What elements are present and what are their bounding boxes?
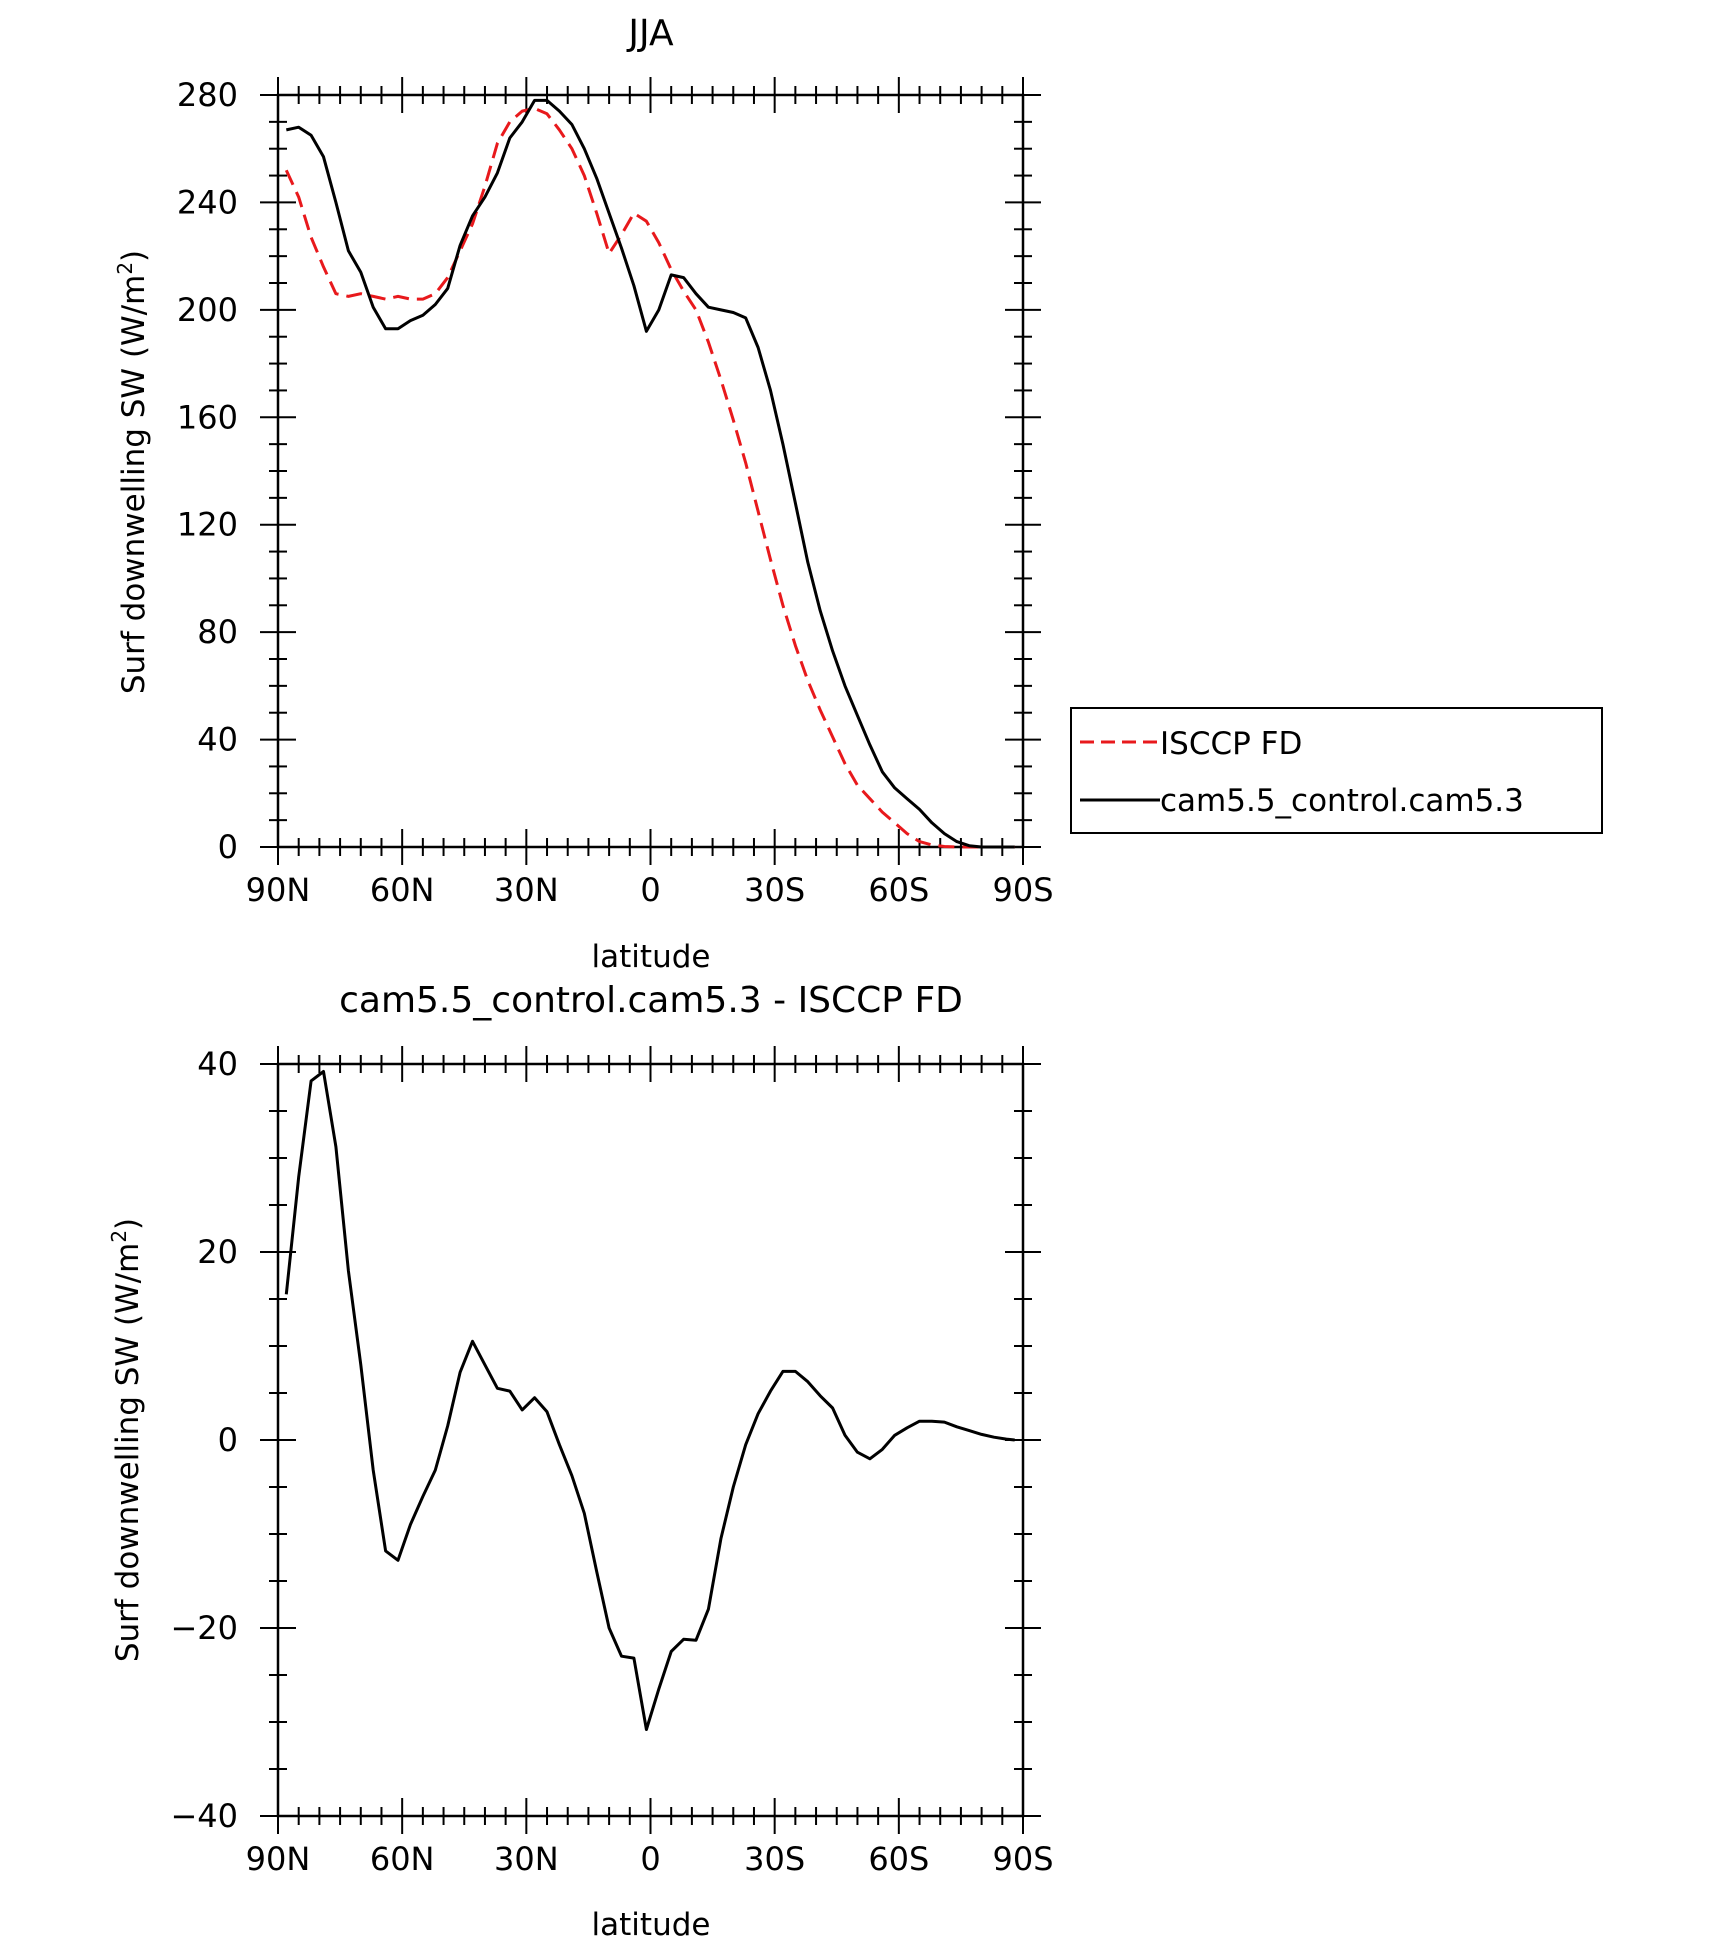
legend-label-cam5-5: cam5.5_control.cam5.3: [1160, 783, 1524, 819]
x-tick-label: 90N: [246, 1840, 311, 1878]
y-tick-label: 280: [177, 76, 238, 114]
y-axis-label-top: Surf downwelling SW (W/m2): [113, 250, 152, 694]
x-tick-label: 60S: [868, 871, 929, 909]
y-tick-label: 40: [197, 721, 238, 759]
y-tick-label: 240: [177, 183, 238, 221]
y-tick-label: 0: [218, 1421, 238, 1459]
chart-title-bottom: cam5.5_control.cam5.3 - ISCCP FD: [339, 980, 963, 1021]
plot-area-top: 90N 60N 30N 0 30S 60S 90S 0 40 80 120 160 200 240 280: [177, 76, 1054, 909]
chart-title-top: JJA: [626, 13, 674, 54]
legend: ISCCP FD cam5.5_control.cam5.3: [1070, 707, 1603, 834]
plot-frame: [276, 1062, 1025, 1818]
x-tick-label: 60S: [868, 1840, 929, 1878]
x-tick-label: 30S: [744, 1840, 805, 1878]
x-tick-label: 90S: [992, 1840, 1053, 1878]
y-tick-label: 20: [197, 1233, 238, 1271]
y-tick-label: 80: [197, 613, 238, 651]
x-tick-label: 30S: [744, 871, 805, 909]
y-tick-label: 40: [197, 1045, 238, 1083]
plot-frame: [276, 93, 1025, 849]
panel-bottom-difference: cam5.5_control.cam5.3 - ISCCP FD 90N 60N 3…: [107, 980, 1054, 1939]
x-tick-label: 60N: [370, 1840, 435, 1878]
x-axis-label-bottom: latitude: [592, 1907, 711, 1939]
series-line-cam5-5-control-cam5-3: [285, 98, 1015, 849]
x-axis-label-top: latitude: [592, 939, 711, 975]
x-tick-label: 0: [640, 871, 660, 909]
series-line-difference: [284, 1070, 1015, 1731]
y-axis-label-bottom: Surf downwelling SW (W/m2): [107, 1218, 146, 1662]
y-tick-label: 120: [177, 506, 238, 544]
x-tick-label: 90S: [992, 871, 1053, 909]
legend-box: [1070, 707, 1603, 834]
y-tick-label: 0: [218, 828, 238, 866]
x-tick-label: 30N: [494, 871, 559, 909]
panel-top-jja: JJA 90N 60N 30N 0 30S 60S 90S 0 40 80 120 160 200 240…: [113, 13, 1603, 975]
series-line-isccp-fd: [284, 106, 1015, 849]
x-tick-label: 0: [640, 1840, 660, 1878]
y-tick-label: −20: [170, 1609, 238, 1647]
y-tick-label: 200: [177, 291, 238, 329]
plot-area-bottom: 90N 60N 30N 0 30S 60S 90S −40 −20 0 20 40: [170, 1045, 1053, 1878]
x-tick-label: 30N: [494, 1840, 559, 1878]
legend-label-isccp-fd: ISCCP FD: [1160, 726, 1302, 762]
x-tick-label: 60N: [370, 871, 435, 909]
y-tick-label: −40: [170, 1797, 238, 1835]
y-tick-label: 160: [177, 398, 238, 436]
x-tick-label: 90N: [246, 871, 311, 909]
